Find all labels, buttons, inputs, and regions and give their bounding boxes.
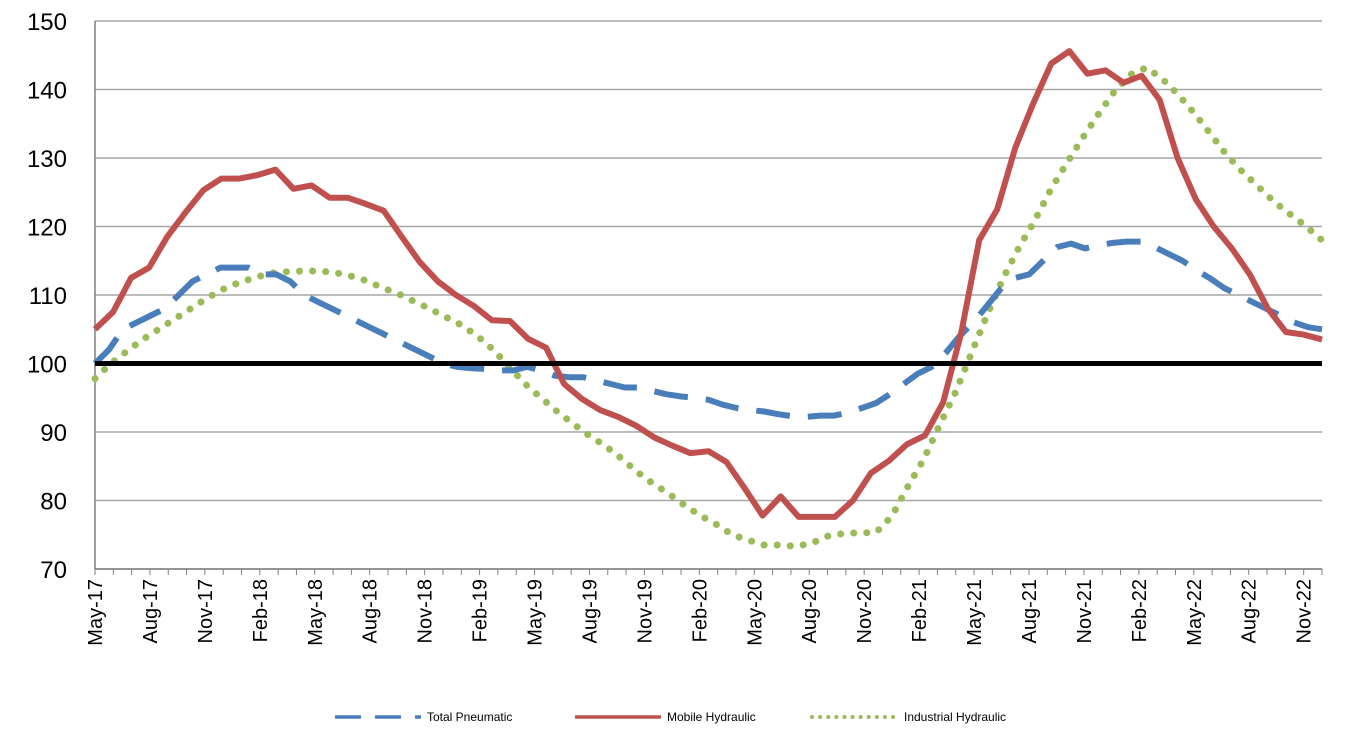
x-tick-label: May-21 — [964, 579, 986, 646]
y-tick-label: 140 — [27, 78, 67, 105]
y-tick-label: 130 — [27, 146, 67, 173]
legend: Total Pneumatic Mobile Hydraulic Industria… — [335, 710, 1006, 724]
x-tick-label: Feb-20 — [689, 579, 711, 642]
x-tick-label: Nov-19 — [634, 579, 656, 643]
series-line-industrial-hydraulic — [91, 64, 1326, 550]
x-axis: May-17 Aug-17 Nov-17 Feb-18 May-18 Aug-18 Nov-… — [85, 21, 1323, 646]
x-tick-label: Nov-21 — [1074, 579, 1096, 643]
x-tick-label: Nov-18 — [415, 579, 437, 643]
x-tick-label: Feb-19 — [470, 579, 492, 642]
series-line-total-pneumatic — [92, 238, 1323, 420]
y-tick-label: 90 — [40, 420, 67, 447]
x-tick-label: May-22 — [1184, 579, 1206, 646]
y-tick-label: 100 — [27, 352, 67, 379]
x-tick-label: Feb-22 — [1129, 579, 1151, 642]
x-tick-label: May-19 — [525, 579, 547, 646]
legend-label: Mobile Hydraulic — [667, 710, 756, 724]
x-tick-label: Feb-18 — [250, 579, 272, 642]
x-tick-label: Nov-17 — [195, 579, 217, 643]
y-tick-label: 110 — [29, 283, 67, 310]
x-tick-label: Aug-21 — [1019, 579, 1041, 644]
series-line-mobile-hydraulic — [92, 48, 1323, 520]
series-lines — [91, 48, 1326, 550]
x-tick-label: May-17 — [85, 579, 107, 646]
x-tick-label: Nov-22 — [1294, 579, 1316, 643]
legend-label: Total Pneumatic — [427, 710, 512, 724]
legend-label: Industrial Hydraulic — [904, 710, 1006, 724]
x-tick-label: Nov-20 — [854, 579, 876, 643]
y-tick-label: 80 — [40, 489, 67, 516]
y-tick-label: 70 — [40, 557, 67, 584]
x-tick-label: Feb-21 — [909, 579, 931, 642]
y-tick-label: 150 — [27, 9, 67, 36]
x-tick-label: Aug-19 — [579, 579, 601, 644]
y-tick-label: 120 — [27, 215, 67, 242]
x-tick-label: Aug-20 — [799, 579, 821, 644]
x-tick-label: Aug-18 — [360, 579, 382, 644]
x-tick-label: Aug-17 — [140, 579, 162, 644]
x-tick-label: May-20 — [744, 579, 766, 646]
x-tick-label: Aug-22 — [1239, 579, 1261, 644]
x-tick-label: May-18 — [305, 579, 327, 646]
gridlines — [95, 20, 1322, 570]
y-axis-tick-labels: 70 80 90 100 110 120 130 140 150 — [27, 9, 67, 584]
